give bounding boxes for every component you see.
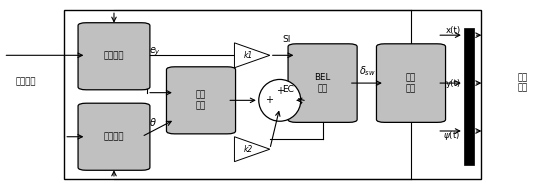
Text: BEL
模型: BEL 模型 [315,73,331,93]
Text: 远点预瞄: 远点预瞄 [104,132,124,141]
Text: +: + [265,95,273,105]
Text: SI: SI [283,35,291,43]
Text: +: + [276,86,284,96]
Text: EC: EC [283,85,294,94]
Text: y(t): y(t) [445,79,461,88]
Text: k2: k2 [244,145,253,154]
Text: 日标轨迹: 日标轨迹 [16,78,37,87]
Bar [64,10,481,179]
Text: $\theta$: $\theta$ [149,116,157,128]
Text: $\delta_{sw}$: $\delta_{sw}$ [359,65,376,79]
FancyBboxPatch shape [78,103,150,170]
Text: 车辆
状态: 车辆 状态 [518,73,528,93]
FancyBboxPatch shape [78,23,150,90]
Text: 车辆
模型: 车辆 模型 [406,73,416,93]
Text: 模糊
决策: 模糊 决策 [196,90,206,110]
FancyBboxPatch shape [167,67,235,134]
FancyBboxPatch shape [288,44,357,122]
FancyBboxPatch shape [377,44,445,122]
Text: 近点预瞄: 近点预瞄 [104,52,124,61]
Text: $e_y$: $e_y$ [149,45,161,58]
Polygon shape [234,43,270,68]
Ellipse shape [259,80,301,121]
Text: k1: k1 [244,51,253,60]
Text: $\psi$(t): $\psi$(t) [443,129,460,142]
Text: x(t): x(t) [445,26,461,35]
Polygon shape [234,137,270,162]
Bar [464,28,474,165]
